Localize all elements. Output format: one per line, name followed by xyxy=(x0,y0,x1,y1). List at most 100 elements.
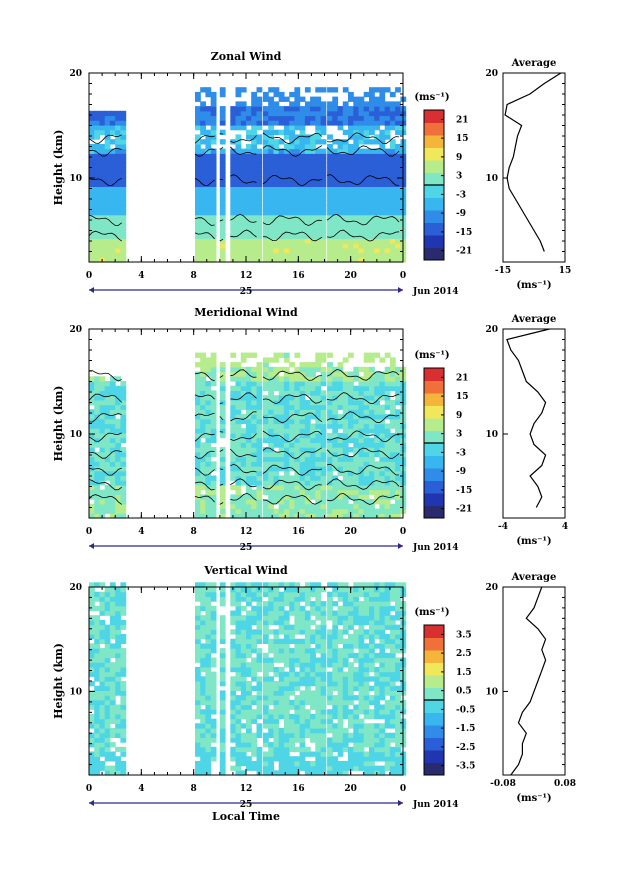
heat-cell xyxy=(268,713,274,720)
date-bar-arrow-right xyxy=(398,543,403,549)
heat-cell xyxy=(389,219,396,225)
heat-cell xyxy=(389,503,396,510)
heat-cell xyxy=(320,167,327,173)
heat-cell xyxy=(109,489,116,495)
heat-cell xyxy=(342,503,349,510)
heat-cell xyxy=(353,461,360,467)
heat-cell xyxy=(315,466,322,472)
heat-cell xyxy=(230,191,237,197)
heat-cell xyxy=(348,200,354,206)
heat-cell xyxy=(348,399,354,406)
heat-cell xyxy=(109,709,116,715)
x-tick-label: 0 xyxy=(86,527,92,537)
heat-cell xyxy=(315,503,322,510)
heat-cell xyxy=(332,601,339,607)
heat-cell xyxy=(363,191,370,197)
heat-cell xyxy=(115,148,121,154)
heat-cell xyxy=(240,662,247,668)
heat-cell xyxy=(109,456,116,462)
date-bar-arrow-right xyxy=(398,287,403,293)
heat-cell xyxy=(294,366,301,373)
heat-cell xyxy=(379,162,386,169)
heat-cell xyxy=(109,224,116,230)
heat-cell xyxy=(99,470,106,477)
heat-cell xyxy=(379,470,386,477)
heat-cell xyxy=(205,447,212,453)
heat-cell xyxy=(389,746,396,753)
heat-cell xyxy=(283,508,290,514)
heat-cell xyxy=(99,746,106,753)
heat-cell xyxy=(200,746,206,753)
heat-cell xyxy=(256,732,263,738)
heat-cell xyxy=(235,699,242,706)
heat-cell xyxy=(246,233,252,239)
heat-cell xyxy=(299,470,306,477)
heat-cell xyxy=(363,371,370,377)
heat-cell xyxy=(379,494,386,500)
heat-cell xyxy=(332,385,339,391)
heat-cell xyxy=(299,681,306,687)
heat-cell xyxy=(246,695,252,701)
heat-cell xyxy=(273,381,280,387)
heat-cell xyxy=(210,662,217,668)
heat-cell xyxy=(358,257,365,263)
heat-cell xyxy=(337,652,344,659)
heat-cell xyxy=(353,366,360,373)
heat-cell xyxy=(115,685,121,691)
heat-cell xyxy=(200,414,206,420)
heat-cell xyxy=(230,685,237,691)
heat-cell xyxy=(358,671,365,677)
heat-cell xyxy=(115,205,121,211)
heat-cell xyxy=(374,751,380,757)
heat-cell xyxy=(273,666,280,673)
heat-cell xyxy=(210,247,217,254)
heat-cell xyxy=(337,737,344,743)
heat-cell xyxy=(251,205,257,211)
heat-cell xyxy=(235,362,242,368)
heat-cell xyxy=(384,765,391,771)
heat-cell xyxy=(195,167,201,173)
heat-cell xyxy=(256,219,263,225)
heat-cell xyxy=(240,494,247,500)
heat-cell xyxy=(246,732,252,738)
heat-cell xyxy=(109,385,116,391)
heat-cell xyxy=(369,139,375,145)
heat-cell xyxy=(289,371,295,377)
heat-cell xyxy=(320,671,327,677)
heat-cell xyxy=(109,671,116,677)
heat-cell xyxy=(337,709,344,715)
heat-cell xyxy=(332,648,339,654)
heat-cell xyxy=(109,662,116,668)
heat-cell xyxy=(210,428,217,434)
heat-cell xyxy=(320,629,327,635)
heat-cell xyxy=(363,619,370,626)
heat-cell xyxy=(342,385,349,391)
heat-cell xyxy=(99,690,106,696)
heat-cell xyxy=(109,704,116,710)
contour-line xyxy=(262,394,323,405)
heat-cell xyxy=(219,91,226,98)
heat-cell xyxy=(99,110,106,117)
heat-cell xyxy=(310,582,316,588)
heat-cell xyxy=(353,713,360,720)
heat-cell xyxy=(246,470,252,477)
heat-cell xyxy=(240,210,247,216)
heat-cell xyxy=(337,746,344,753)
heat-cell xyxy=(251,371,257,377)
heat-cell xyxy=(374,470,380,477)
heat-cell xyxy=(99,699,106,706)
heat-cell xyxy=(89,432,95,439)
heat-cell xyxy=(294,615,301,621)
heat-cell xyxy=(268,451,274,458)
heat-cell xyxy=(294,601,301,607)
heat-cell xyxy=(205,110,212,117)
heat-cell xyxy=(240,186,247,192)
heat-cell xyxy=(240,704,247,710)
heat-cell xyxy=(109,728,116,734)
heat-cell xyxy=(109,238,116,244)
heat-cell xyxy=(353,409,360,415)
heat-cell xyxy=(235,732,242,738)
heat-cell xyxy=(395,662,401,668)
heat-cell xyxy=(235,513,242,519)
heat-cell xyxy=(384,499,391,505)
